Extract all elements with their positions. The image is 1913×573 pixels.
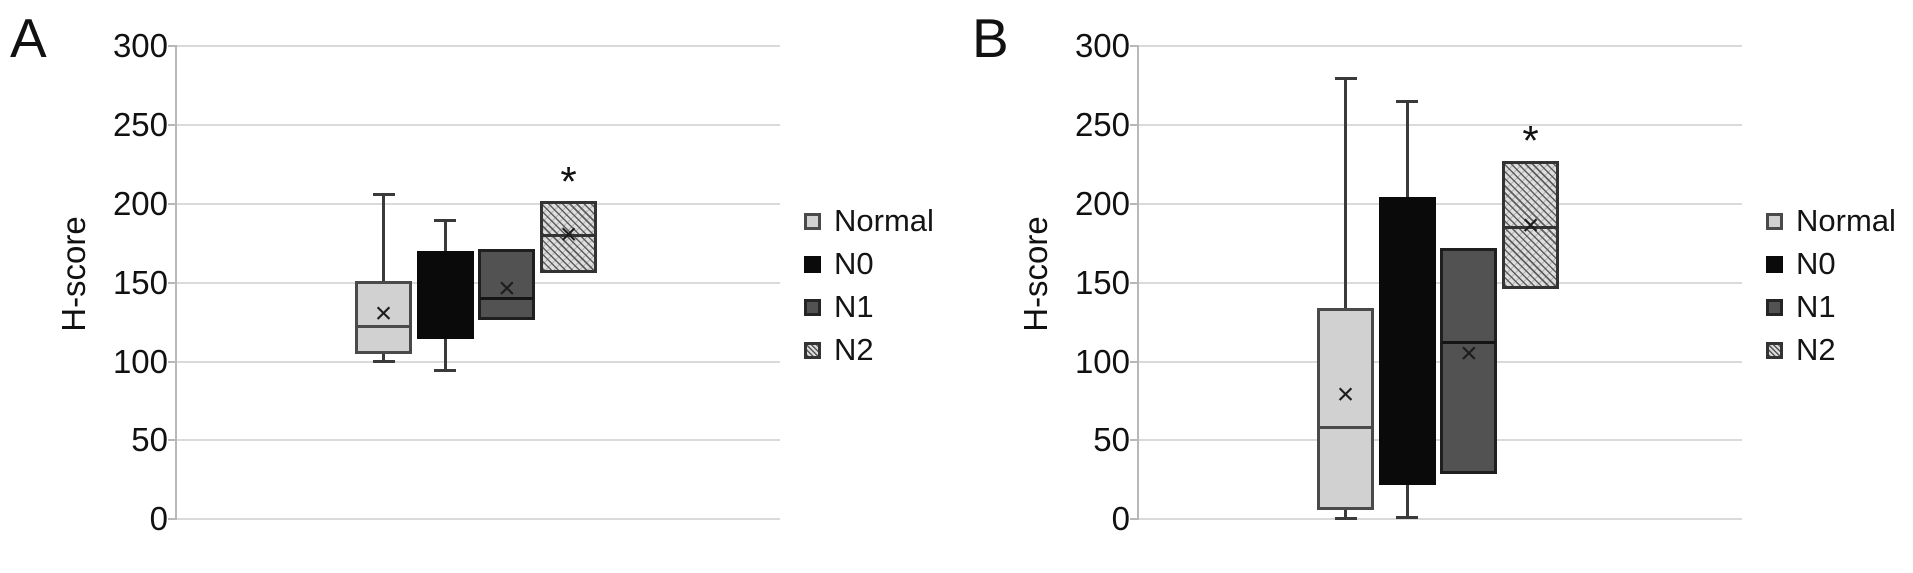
y-tick-label-a: 300	[112, 26, 168, 64]
significance-asterisk-b: *	[1522, 116, 1539, 164]
y-tick-label-b: 250	[1074, 105, 1130, 143]
y-axis-line-b	[1137, 44, 1139, 521]
whisker-cap-lower-normal-b	[1334, 517, 1357, 521]
median-n1-b	[1442, 341, 1496, 345]
mean-marker-normal-b: ×	[1336, 377, 1355, 411]
mean-marker-normal-a: ×	[374, 297, 393, 331]
whisker-cap-lower-n0-b	[1396, 515, 1419, 519]
panel-a-label: A	[10, 7, 47, 69]
y-tick-label-a: 200	[112, 184, 168, 222]
gridline-b	[1139, 202, 1742, 205]
legend-swatch-normal-a	[804, 213, 821, 230]
panel-b: B H-score 0 50 100 150 200 250 300 × × × * Normal N0…	[962, 0, 1913, 573]
significance-asterisk-a: *	[560, 157, 577, 205]
whisker-upper-normal-b	[1344, 77, 1347, 308]
box-normal-a	[355, 281, 412, 354]
legend-swatch-n2-b	[1766, 342, 1783, 359]
gridline-b	[1139, 518, 1742, 521]
legend-label-n0-a: N0	[834, 246, 874, 281]
legend-swatch-n1-b	[1766, 299, 1783, 316]
y-tick-a	[168, 360, 176, 363]
panel-a: A H-score 0 50 100 150 200 250 300 × × × * Normal N0…	[0, 0, 951, 573]
whisker-lower-normal-b	[1344, 509, 1347, 520]
box-n1-b	[1440, 247, 1498, 474]
whisker-cap-upper-n0-a	[434, 218, 457, 222]
whisker-cap-lower-normal-a	[372, 359, 395, 363]
gridline-b	[1139, 44, 1742, 47]
box-n0-b	[1378, 197, 1436, 485]
box-n0-a	[416, 251, 474, 340]
y-tick-b	[1130, 123, 1138, 126]
median-n2-a	[542, 233, 596, 237]
legend-swatch-n2-a	[804, 342, 821, 359]
whisker-cap-upper-normal-b	[1334, 76, 1357, 80]
legend-label-n2-a: N2	[834, 332, 874, 367]
median-n1-a	[480, 296, 534, 300]
box-n2-b	[1502, 161, 1560, 289]
legend-swatch-normal-b	[1766, 213, 1783, 230]
whisker-upper-n0-b	[1405, 101, 1409, 198]
median-normal-a	[357, 325, 410, 329]
y-tick-b	[1130, 439, 1138, 442]
gridline-a	[177, 123, 780, 126]
y-tick-label-b: 200	[1074, 184, 1130, 222]
y-tick-a	[168, 518, 176, 521]
y-tick-label-b: 300	[1074, 26, 1130, 64]
mean-marker-n2-b: ×	[1521, 208, 1540, 242]
gridline-a	[177, 439, 780, 442]
whisker-upper-normal-a	[382, 194, 385, 282]
whisker-cap-lower-n0-a	[434, 368, 457, 372]
median-normal-b	[1319, 426, 1372, 430]
y-tick-label-a: 0	[149, 500, 168, 538]
legend-swatch-n0-b	[1766, 256, 1783, 273]
y-tick-a	[168, 202, 176, 205]
y-tick-a	[168, 44, 176, 47]
legend-label-n0-b: N0	[1796, 246, 1836, 281]
y-tick-label-b: 50	[1093, 421, 1130, 459]
whisker-upper-n0-a	[443, 219, 447, 252]
mean-marker-n1-a: ×	[498, 271, 516, 305]
y-tick-label-b: 100	[1074, 342, 1130, 380]
legend-label-n2-b: N2	[1796, 332, 1836, 367]
gridline-a	[177, 44, 780, 47]
mean-marker-n2-a: ×	[559, 218, 578, 252]
y-tick-a	[168, 123, 176, 126]
legend-label-n1-a: N1	[834, 289, 874, 324]
box-n2-a	[540, 200, 598, 274]
whisker-cap-upper-normal-a	[372, 193, 395, 197]
y-tick-a	[168, 439, 176, 442]
gridline-a	[177, 360, 780, 363]
y-tick-label-a: 100	[112, 342, 168, 380]
mean-marker-n1-b: ×	[1460, 336, 1478, 370]
gridline-a	[177, 518, 780, 521]
y-tick-label-a: 150	[112, 263, 168, 301]
y-tick-b	[1130, 281, 1138, 284]
y-tick-label-b: 0	[1111, 500, 1130, 538]
median-n2-b	[1504, 225, 1558, 229]
y-tick-label-b: 150	[1074, 263, 1130, 301]
box-normal-b	[1317, 307, 1374, 510]
y-tick-a	[168, 281, 176, 284]
y-tick-label-a: 50	[131, 421, 168, 459]
y-tick-label-a: 250	[112, 105, 168, 143]
whisker-lower-normal-a	[382, 353, 385, 362]
y-tick-b	[1130, 518, 1138, 521]
gridline-b	[1139, 123, 1742, 126]
gridline-a	[177, 202, 780, 205]
legend-label-normal-a: Normal	[834, 203, 934, 238]
legend-swatch-n1-a	[804, 299, 821, 316]
box-n1-a	[478, 249, 536, 321]
y-tick-b	[1130, 44, 1138, 47]
y-tick-b	[1130, 202, 1138, 205]
panel-b-label: B	[972, 7, 1009, 69]
legend-label-normal-b: Normal	[1796, 203, 1896, 238]
y-axis-line-a	[175, 44, 177, 521]
y-tick-b	[1130, 360, 1138, 363]
whisker-lower-n0-b	[1405, 484, 1409, 518]
legend-swatch-n0-a	[804, 256, 821, 273]
whisker-lower-n0-a	[443, 339, 447, 371]
legend-label-n1-b: N1	[1796, 289, 1836, 324]
whisker-cap-upper-n0-b	[1396, 100, 1419, 104]
